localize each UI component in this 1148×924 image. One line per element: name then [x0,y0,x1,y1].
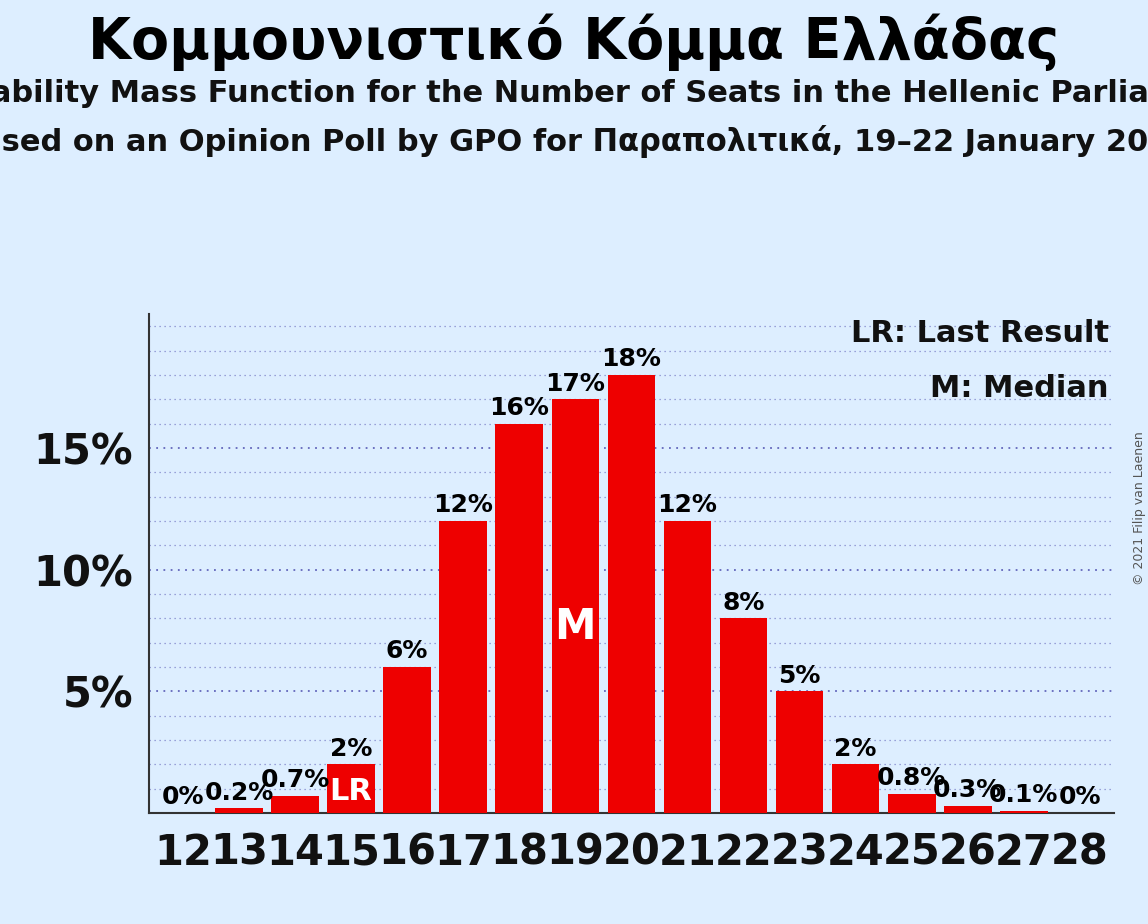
Bar [776,691,823,813]
Bar [496,424,543,813]
Text: 8%: 8% [722,590,765,614]
Text: M: M [554,606,596,648]
Bar [832,764,879,813]
Bar [327,764,375,813]
Bar [720,618,767,813]
Bar [271,796,319,813]
Text: 6%: 6% [386,639,428,663]
Text: 0.8%: 0.8% [877,766,946,790]
Text: 0.2%: 0.2% [204,781,273,805]
Text: 12%: 12% [433,493,494,517]
Text: 0.1%: 0.1% [990,783,1058,807]
Bar [215,808,263,813]
Text: 16%: 16% [489,396,549,420]
Bar [551,399,599,813]
Text: LR: Last Result: LR: Last Result [851,319,1109,348]
Text: M: Median: M: Median [930,374,1109,403]
Text: Κομμουνιστικό Κόμμα Ελλάδας: Κομμουνιστικό Κόμμα Ελλάδας [88,14,1060,71]
Bar [383,667,430,813]
Text: © 2021 Filip van Laenen: © 2021 Filip van Laenen [1133,432,1146,585]
Text: 18%: 18% [602,347,661,371]
Text: 0%: 0% [162,785,204,809]
Bar [944,806,992,813]
Text: 5%: 5% [778,663,821,687]
Bar [664,521,712,813]
Bar [440,521,487,813]
Text: 0.3%: 0.3% [933,778,1002,802]
Bar [1000,810,1048,813]
Bar [887,794,936,813]
Text: 2%: 2% [835,736,877,760]
Text: LR: LR [329,777,372,806]
Text: 12%: 12% [658,493,718,517]
Text: Probability Mass Function for the Number of Seats in the Hellenic Parliament: Probability Mass Function for the Number… [0,79,1148,107]
Text: 0%: 0% [1058,785,1101,809]
Text: 2%: 2% [329,736,372,760]
Bar [607,375,656,813]
Text: 17%: 17% [545,371,605,395]
Text: 0.7%: 0.7% [261,769,329,793]
Text: Based on an Opinion Poll by GPO for Παραπολιτικά, 19–22 January 2021: Based on an Opinion Poll by GPO for Παρα… [0,125,1148,158]
